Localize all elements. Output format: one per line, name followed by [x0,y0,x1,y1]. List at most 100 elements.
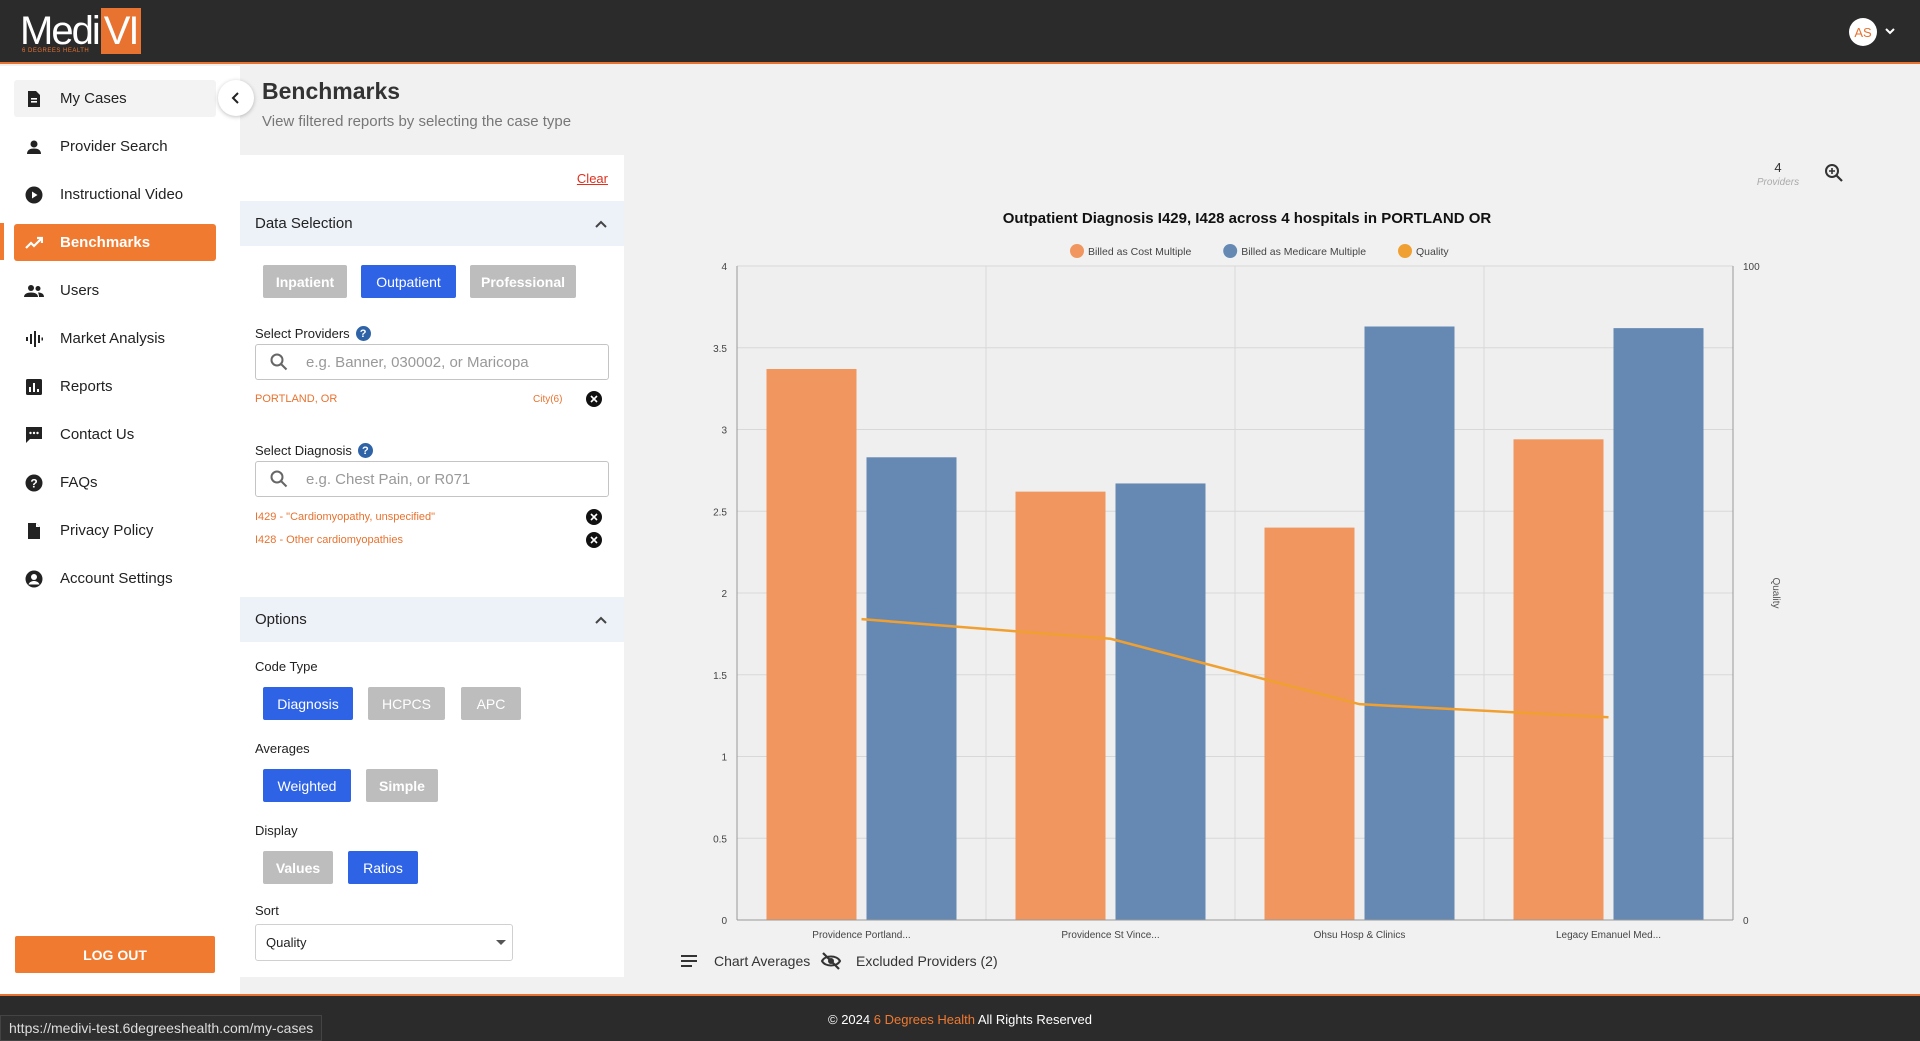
logo-text: Medi VI [20,8,141,54]
sidebar-item-my-cases[interactable]: My Cases [14,80,216,117]
benchmark-chart: Outpatient Diagnosis I429, I428 across 4… [713,210,1781,940]
y-tick-label: 0.5 [713,834,727,845]
diagnosis-tag-label: I429 - "Cardiomyopathy, unspecified" [255,511,436,523]
sidebar-item-label: Users [60,282,100,299]
document-icon [24,521,44,541]
averages-weighted-button[interactable]: Weighted [263,769,351,802]
chart-bar [1015,491,1106,920]
y-tick-label: 2.5 [713,507,727,518]
remove-diagnosis-button[interactable] [586,509,602,525]
diagnosis-search-input[interactable] [306,470,596,488]
chart-averages-label: Chart Averages [714,953,811,969]
diagnosis-search-field[interactable] [255,461,609,497]
list-icon [681,955,697,967]
sort-select[interactable]: Quality [255,924,513,961]
sidebar: My Cases Provider Search Instructional V… [0,66,240,994]
provider-tag-label: PORTLAND, OR [255,393,338,405]
sidebar-item-provider-search[interactable]: Provider Search [14,128,216,165]
providers-count: 4 Providers [1748,160,1808,188]
display-values-button[interactable]: Values [263,851,333,884]
svg-text:?: ? [30,476,37,490]
y-tick-label: 0 [721,916,727,927]
clear-filters-link[interactable]: Clear [576,171,608,186]
close-icon [590,513,598,521]
provider-tag-meta: City(6) [533,394,563,405]
chat-icon [24,425,44,445]
legend-swatch [1223,244,1238,258]
sidebar-item-users[interactable]: Users [14,272,216,309]
section-title: Options [255,611,307,628]
chart-averages-toggle[interactable]: Chart Averages [678,952,810,970]
chart-bar [866,457,957,920]
averages-simple-button[interactable]: Simple [366,769,438,802]
sidebar-item-account-settings[interactable]: Account Settings [14,560,216,597]
sidebar-item-benchmarks[interactable]: Benchmarks [14,224,216,261]
filter-panel: Clear Data Selection Inpatient Outpatien… [240,155,624,977]
help-circle-icon: ? [24,473,44,493]
chart-title: Outpatient Diagnosis I429, I428 across 4… [1003,210,1492,227]
logout-button[interactable]: LOG OUT [15,936,215,973]
x-tick-label: Ohsu Hosp & Clinics [1314,930,1406,940]
zoom-in-icon[interactable] [1824,163,1844,183]
display-label: Display [255,823,298,838]
remove-provider-button[interactable] [586,391,602,407]
sidebar-item-contact-us[interactable]: Contact Us [14,416,216,453]
code-type-hcpcs-button[interactable]: HCPCS [368,687,445,720]
collapse-sidebar-button[interactable] [218,80,254,116]
sidebar-item-instructional-video[interactable]: Instructional Video [14,176,216,213]
legend-swatch [1398,244,1412,258]
app-logo[interactable]: Medi VI 6 DEGREES HEALTH [20,8,141,56]
search-icon [270,353,288,371]
sidebar-item-label: Benchmarks [60,234,151,251]
code-type-label: Code Type [255,659,318,674]
help-icon[interactable]: ? [355,326,371,341]
logo-subtitle: 6 DEGREES HEALTH [22,48,90,54]
legend-label: Billed as Medicare Multiple [1241,246,1366,258]
active-indicator [0,223,4,260]
footer-copyright: © 2024 6 Degrees Health All Rights Reser… [828,1012,1092,1027]
case-type-outpatient-button[interactable]: Outpatient [361,265,456,298]
legend-label: Quality [1416,246,1449,258]
chart-bar [1115,483,1206,920]
options-header[interactable]: Options [240,597,624,642]
sidebar-item-reports[interactable]: Reports [14,368,216,405]
y-tick-label: 2 [721,589,727,600]
close-icon [590,395,598,403]
sidebar-item-faqs[interactable]: ? FAQs [14,464,216,501]
excluded-providers-toggle[interactable]: Excluded Providers (2) [820,952,998,970]
avatar[interactable]: AS [1849,18,1877,46]
averages-label: Averages [255,741,310,756]
footer-brand-link[interactable]: 6 Degrees Health [873,1012,975,1027]
case-type-professional-button[interactable]: Professional [470,265,576,298]
sort-value: Quality [266,935,307,950]
y-tick-label: 4 [721,262,727,273]
sidebar-item-label: Account Settings [60,570,173,587]
code-type-apc-button[interactable]: APC [461,687,521,720]
case-type-inpatient-button[interactable]: Inpatient [263,265,347,298]
chart-bar [1364,326,1455,920]
chevron-down-icon[interactable] [1883,24,1897,38]
sort-label: Sort [255,903,279,918]
users-icon [24,281,44,301]
diagnosis-tag-label: I428 - Other cardiomyopathies [255,534,403,546]
sidebar-item-privacy-policy[interactable]: Privacy Policy [14,512,216,549]
y-tick-label: 3.5 [713,344,727,355]
x-tick-label: Providence St Vince... [1061,930,1159,940]
chart-bar [1613,328,1704,920]
data-selection-header[interactable]: Data Selection [240,201,624,246]
help-icon[interactable]: ? [357,443,373,458]
chart-bar [766,369,857,920]
bar-chart-icon [24,377,44,397]
y-right-tick-label: 0 [1743,916,1749,927]
dropdown-caret-icon [496,940,506,945]
sidebar-item-label: Instructional Video [60,186,184,203]
sidebar-item-label: Privacy Policy [60,522,154,539]
sidebar-item-market-analysis[interactable]: Market Analysis [14,320,216,357]
sidebar-item-label: Provider Search [60,138,168,155]
display-ratios-button[interactable]: Ratios [348,851,418,884]
provider-search-input[interactable] [306,353,596,371]
eye-off-icon [820,952,842,970]
remove-diagnosis-button[interactable] [586,532,602,548]
provider-search-field[interactable] [255,344,609,380]
code-type-diagnosis-button[interactable]: Diagnosis [263,687,353,720]
